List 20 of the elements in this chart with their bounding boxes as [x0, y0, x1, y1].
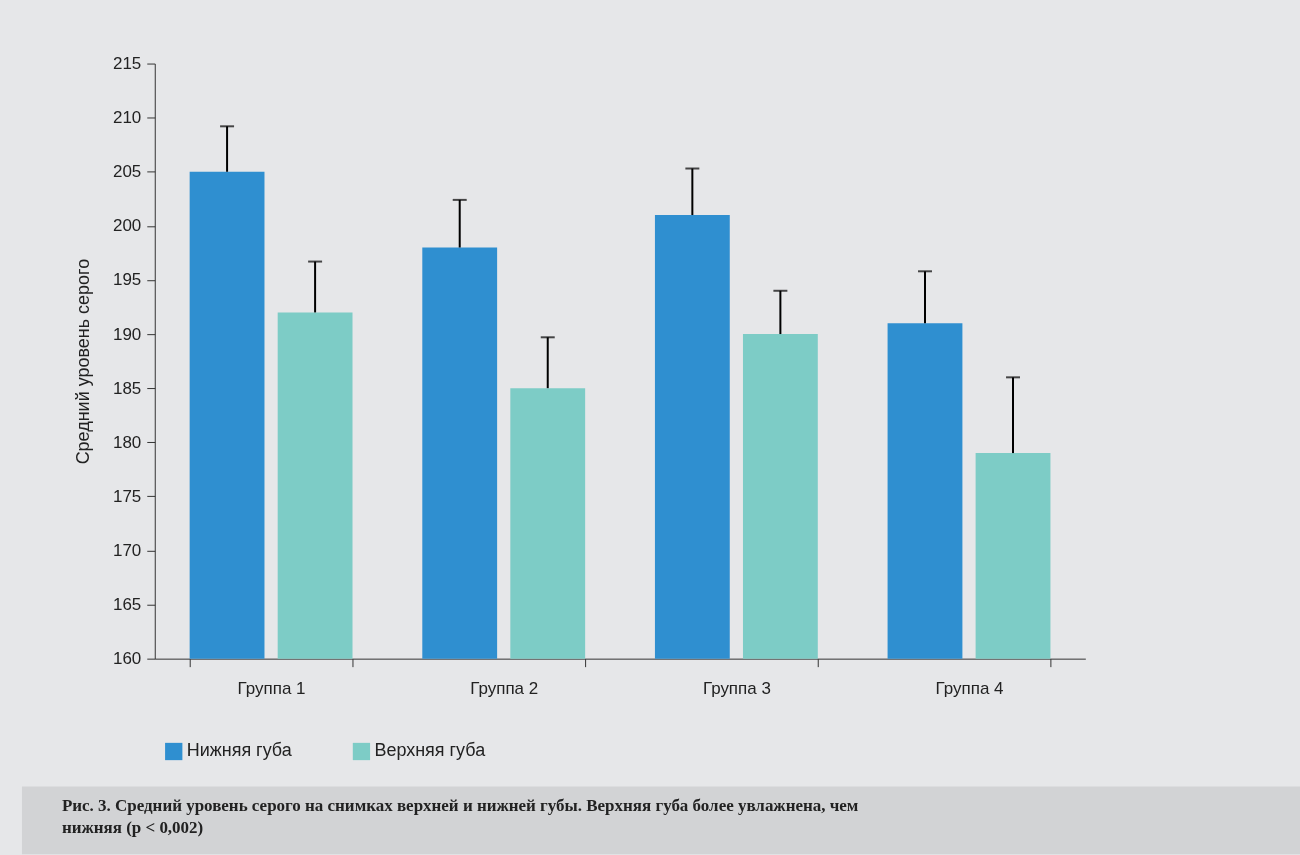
y-tick-label: 170 — [112, 540, 142, 560]
y-tick-label: 195 — [112, 270, 142, 290]
y-tick-label: 160 — [112, 649, 142, 669]
y-tick-label: 165 — [112, 595, 142, 615]
legend-label: Нижняя губа — [186, 740, 292, 761]
y-tick-label: 210 — [112, 108, 142, 128]
y-tick-label: 200 — [112, 216, 142, 236]
text: Рис. 3. Средний уровень серого на снимках верхней и нижней губы. Верхняя губа более увлажнена, чем нижняя (p < 0,002) — [61, 796, 859, 838]
x-tick-label: Группа 4 — [935, 679, 1004, 699]
y-tick-label: 205 — [112, 162, 142, 182]
y-tick-label: 180 — [112, 432, 142, 452]
y-tick-label: 175 — [112, 486, 142, 506]
y-axis-title: Средний уровень серого — [73, 258, 93, 465]
legend-label: Верхняя губа — [374, 740, 486, 761]
y-tick-label: 215 — [112, 54, 142, 74]
y-tick-label: 185 — [112, 378, 142, 398]
x-tick-label: Группа 3 — [702, 679, 771, 699]
x-tick-label: Группа 2 — [470, 679, 539, 699]
y-tick-label: 190 — [112, 324, 142, 344]
x-tick-label: Группа 1 — [237, 679, 306, 699]
